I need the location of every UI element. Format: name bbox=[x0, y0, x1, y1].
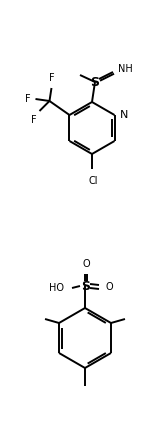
Text: O: O bbox=[82, 259, 90, 269]
Text: Cl: Cl bbox=[88, 176, 98, 186]
Text: F: F bbox=[49, 73, 54, 83]
Text: N: N bbox=[119, 110, 128, 120]
Text: S: S bbox=[90, 76, 99, 89]
Text: O: O bbox=[106, 282, 114, 292]
Text: F: F bbox=[31, 115, 37, 125]
Text: NH: NH bbox=[118, 64, 133, 74]
Text: S: S bbox=[82, 279, 90, 292]
Text: F: F bbox=[25, 94, 30, 104]
Text: HO: HO bbox=[49, 283, 64, 293]
